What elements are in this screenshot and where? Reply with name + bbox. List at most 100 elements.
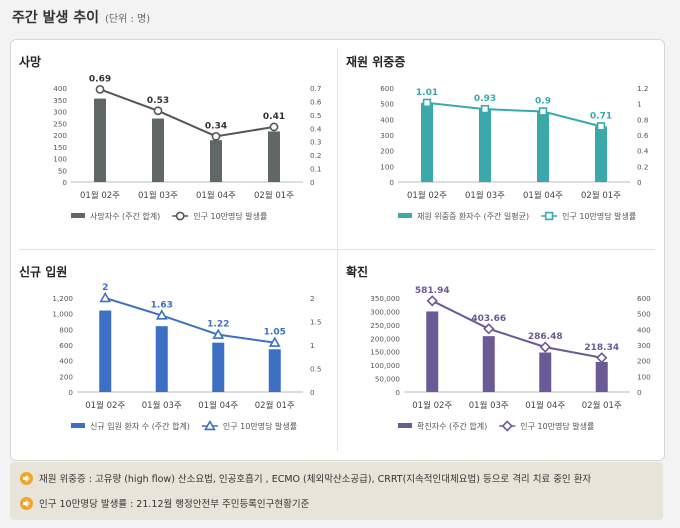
line-point — [480, 104, 490, 114]
bar — [479, 108, 491, 182]
data-label: 0.34 — [205, 121, 227, 131]
x-tick-label: 01월 04주 — [523, 190, 563, 201]
note-text: 인구 10만명당 발생률 : 21.12월 행정안전부 주민등록인구현황기준 — [39, 499, 310, 510]
confirmed-chart-panel: 확진 0 50,000 100,000 150,000 200,000 250,000 30… — [338, 250, 658, 454]
rate-line — [99, 88, 275, 138]
line-point — [596, 122, 606, 131]
legend-bar-swatch — [71, 213, 85, 218]
x-tick-label: 01월 03주 — [465, 190, 505, 201]
x-tick-label: 01월 02주 — [412, 400, 452, 411]
line-point — [155, 309, 168, 320]
y-tick-label: 200 — [380, 147, 394, 156]
unit-label: (단위 : 명) — [105, 14, 151, 25]
severe-chart-panel: 재원 위중증 0 100 200 300 400 500 600 0 0.2 0.4 0.6 0.8 1… — [338, 40, 658, 244]
page-header: 주간 발생 추이 (단위 : 명) — [12, 7, 150, 29]
data-label: 2 — [102, 283, 108, 293]
y-tick-label: 300 — [380, 131, 394, 140]
bar — [99, 310, 112, 392]
legend-line-marker — [501, 420, 513, 432]
data-label: 0.71 — [590, 111, 612, 121]
y-tick-label: 600 — [59, 341, 73, 350]
note-severe-definition: 재원 위중증 : 고유량 (high flow) 산소요법, 인공호흡기 , E… — [20, 471, 591, 485]
y-tick-label: 200,000 — [370, 334, 400, 343]
y2-tick-label: 0.8 — [637, 115, 649, 124]
horizontal-divider — [19, 249, 655, 250]
severe-chart-title: 재원 위중증 — [346, 55, 406, 69]
y-tick-label: 400 — [53, 84, 67, 93]
y-tick-label: 350 — [53, 96, 67, 105]
line-point — [99, 291, 112, 303]
y2-tick-label: 0.2 — [310, 151, 321, 160]
data-label: 286.48 — [528, 332, 563, 342]
data-label: 1.01 — [416, 88, 438, 98]
line-point — [153, 106, 163, 116]
x-tick-label: 02월 01주 — [581, 190, 621, 201]
rate-line — [426, 101, 602, 128]
data-label: 0.69 — [89, 74, 111, 84]
bar — [210, 140, 222, 182]
speaker-icon — [20, 496, 33, 510]
admission-chart: 0 200 400 600 800 1,000 1,200 0 0.5 1 1.5 2 01월 02주 0… — [52, 283, 321, 431]
note-rate-basis: 인구 10만명당 발생률 : 21.12월 행정안전부 주민등록인구현황기준 — [20, 496, 309, 510]
y-tick-label: 800 — [59, 325, 73, 334]
bar — [537, 112, 549, 182]
bar — [268, 349, 281, 392]
death-chart-panel: 사망 0 50 100 150 200 250 300 350 400 0 0.1 0.2 0.3 0.4… — [11, 40, 331, 244]
data-label: 403.66 — [471, 314, 506, 324]
y2-tick-label: 1 — [310, 341, 315, 350]
y-tick-label: 100,000 — [370, 361, 400, 370]
data-label: 0.9 — [535, 97, 551, 107]
y2-tick-label: 1.2 — [637, 84, 648, 93]
x-tick-label: 01월 04주 — [525, 400, 565, 411]
data-label: 0.93 — [474, 94, 496, 104]
rate-line — [104, 297, 275, 344]
y2-tick-label: 1.5 — [310, 318, 321, 327]
legend-bar-swatch — [398, 423, 412, 428]
y-tick-label: 100 — [53, 155, 67, 164]
y2-tick-label: 200 — [637, 357, 651, 366]
legend-line-label: 인구 10만명당 발생률 — [223, 421, 297, 431]
x-tick-label: 01월 02주 — [85, 400, 125, 411]
legend-bar-swatch — [398, 213, 412, 218]
bar — [595, 361, 608, 392]
data-label: 1.63 — [151, 300, 173, 310]
line-point — [268, 336, 281, 347]
y2-tick-label: 400 — [637, 325, 651, 334]
bar — [482, 336, 495, 392]
legend-line-label: 인구 10만명당 발생률 — [562, 211, 636, 221]
death-chart: 0 50 100 150 200 250 300 350 400 0 0.1 0.2 0.3 0.4 0.5… — [53, 74, 322, 221]
line-point — [539, 341, 551, 353]
rate-line — [431, 299, 602, 359]
bar — [152, 118, 164, 182]
bar — [426, 311, 439, 392]
bar — [94, 98, 106, 182]
y2-tick-label: 0.2 — [637, 162, 648, 171]
y-tick-label: 200 — [59, 372, 73, 381]
y-tick-label: 400 — [380, 115, 394, 124]
y-tick-label: 250 — [53, 119, 67, 128]
x-tick-label: 01월 03주 — [469, 400, 509, 411]
data-label: 1.22 — [207, 320, 229, 330]
legend-line-label: 인구 10만명당 발생률 — [193, 211, 267, 221]
y-tick-label: 100 — [380, 162, 394, 171]
y-tick-label: 300,000 — [370, 307, 400, 316]
y-tick-label: 50,000 — [375, 375, 401, 384]
y-tick-label: 150,000 — [370, 348, 400, 357]
legend-line-marker — [204, 419, 216, 431]
y-tick-label: 0 — [68, 388, 73, 397]
bar — [155, 326, 168, 392]
bar — [539, 352, 552, 392]
legend-bar-label: 신규 입원 환자 수 (주간 합계) — [90, 421, 190, 431]
y2-tick-label: 300 — [637, 341, 651, 350]
y-tick-label: 500 — [380, 100, 394, 109]
line-point — [95, 84, 105, 94]
bar — [212, 342, 225, 392]
x-tick-label: 01월 03주 — [142, 400, 182, 411]
death-chart-title: 사망 — [19, 55, 42, 69]
line-point — [483, 323, 495, 335]
y2-tick-label: 0 — [637, 178, 642, 187]
admission-chart-panel: 신규 입원 0 200 400 600 800 1,000 1,200 0 0.5 1 1.5 2 01… — [11, 250, 331, 454]
y-tick-label: 250,000 — [370, 321, 400, 330]
y2-tick-label: 500 — [637, 310, 651, 319]
x-tick-label: 01월 03주 — [138, 190, 178, 201]
